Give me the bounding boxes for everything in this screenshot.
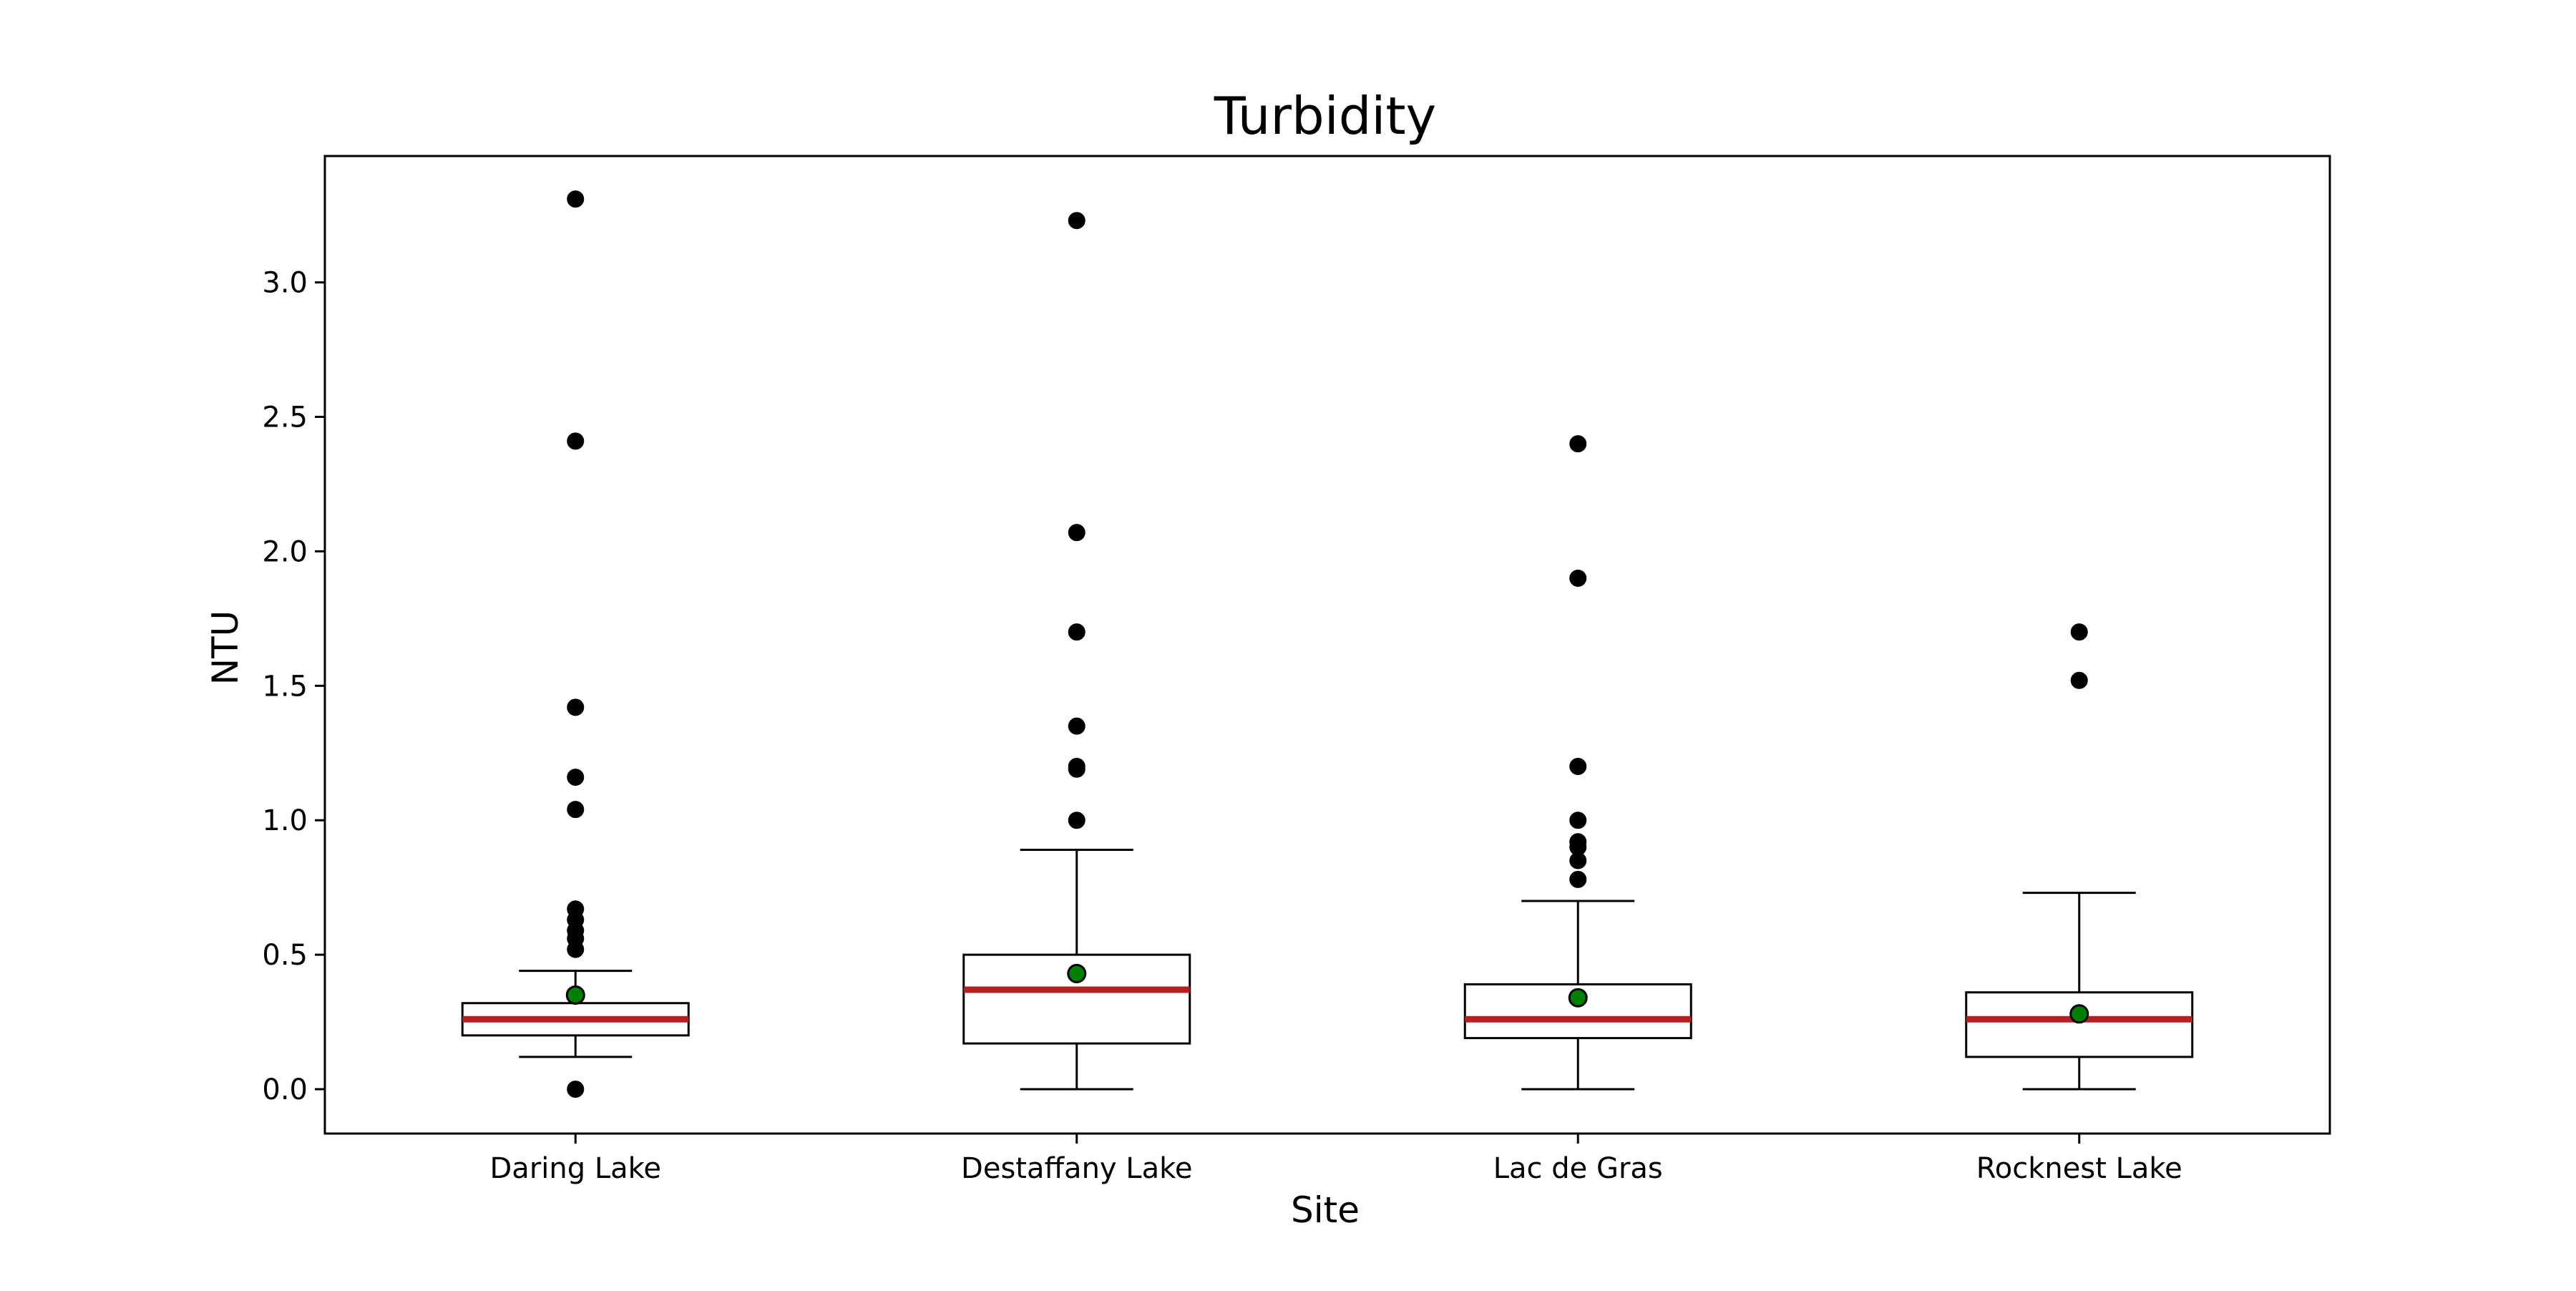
- x-tick-label: Lac de Gras: [1493, 1152, 1663, 1185]
- outlier-point: [1569, 758, 1587, 776]
- outlier-point: [2070, 671, 2088, 689]
- mean-marker: [2069, 1004, 2089, 1024]
- outlier-point: [567, 801, 585, 819]
- x-tick-label: Rocknest Lake: [1976, 1152, 2182, 1185]
- outlier-point: [1569, 833, 1587, 851]
- outlier-point: [1569, 812, 1587, 829]
- y-tick-label: 0.0: [262, 1073, 308, 1106]
- outlier-point: [1068, 758, 1085, 776]
- outlier-point: [1569, 435, 1587, 453]
- y-tick-label: 1.5: [262, 670, 308, 703]
- mean-marker: [565, 985, 585, 1005]
- mean-marker: [1067, 963, 1087, 983]
- outlier-point: [1068, 524, 1085, 542]
- y-tick-label: 2.5: [262, 401, 308, 434]
- chart-title: Turbidity: [1214, 86, 1437, 146]
- x-tick-label: Daring Lake: [490, 1152, 661, 1185]
- outlier-point: [567, 698, 585, 716]
- outlier-point: [1068, 623, 1085, 641]
- y-tick-label: 3.0: [262, 267, 308, 300]
- outlier-point: [1068, 812, 1085, 829]
- plot-area: 0.0 0.5 1.0 1.5 2.0 2.5 3.0 Daring Lake Destaffa…: [262, 190, 2194, 1185]
- outlier-point: [567, 1080, 585, 1098]
- y-axis-label: NTU: [205, 610, 246, 686]
- box-iqr: [1965, 991, 2194, 1058]
- y-tick-label: 0.5: [262, 939, 308, 972]
- outlier-point: [1068, 212, 1085, 230]
- mean-marker: [1568, 988, 1588, 1008]
- x-tick-label: Destaffany Lake: [961, 1152, 1192, 1185]
- y-tick-label: 1.0: [262, 804, 308, 837]
- outlier-point: [567, 769, 585, 786]
- outlier-point: [1569, 870, 1587, 888]
- plot-frame: [323, 155, 2331, 1135]
- outlier-point: [1068, 717, 1085, 735]
- y-tick-label: 2.0: [262, 535, 308, 568]
- outlier-point: [2070, 623, 2088, 641]
- outlier-point: [567, 900, 585, 918]
- outlier-point: [567, 432, 585, 450]
- outlier-point: [1569, 569, 1587, 587]
- x-axis-label: Site: [1291, 1189, 1360, 1231]
- outlier-point: [567, 190, 585, 208]
